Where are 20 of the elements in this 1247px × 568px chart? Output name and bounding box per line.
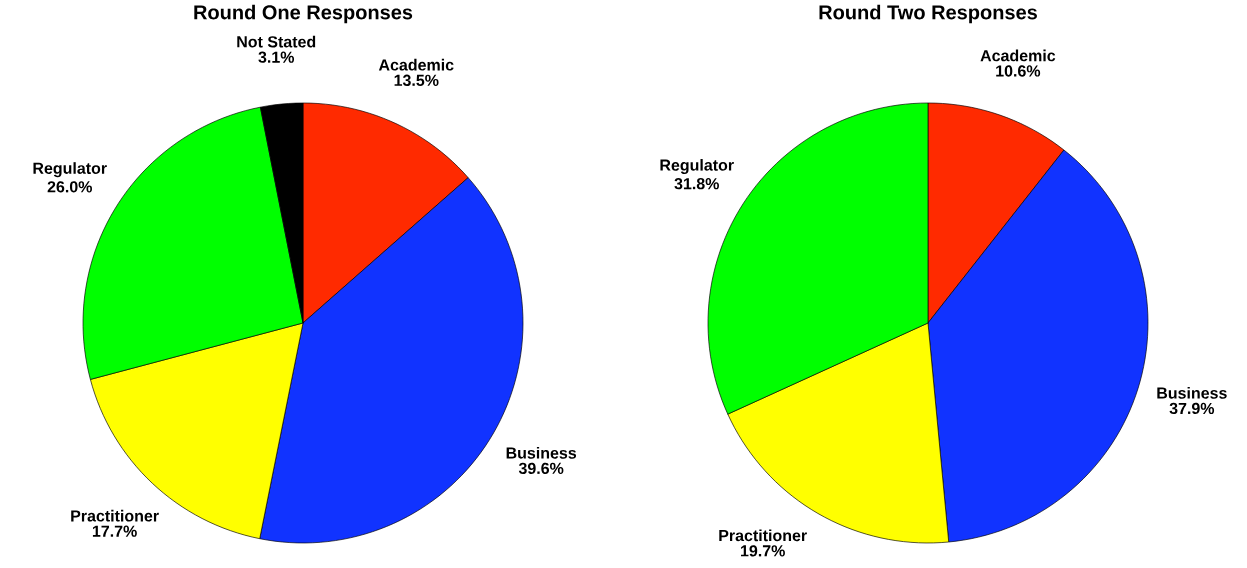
chart-title: Round One Responses	[194, 4, 413, 24]
data-label: 39.6%	[518, 462, 564, 475]
slice-label: Regulator	[660, 159, 734, 174]
data-label: 31.8%	[674, 178, 719, 190]
slice-label: Practitioner	[719, 529, 807, 542]
data-label: 13.5%	[394, 74, 439, 86]
data-label: 10.6%	[996, 65, 1041, 77]
slice-label: Practitioner	[71, 509, 159, 522]
slice-label: Not Stated	[237, 35, 316, 48]
data-label: 17.7%	[92, 525, 137, 537]
chart-title: Round Two Responses	[819, 4, 1037, 24]
slice-label: Business	[1157, 387, 1227, 399]
data-label: 19.7%	[741, 545, 785, 557]
slice-label: Business	[506, 446, 577, 459]
slice-label: Regulator	[33, 162, 107, 178]
data-label: 3.1%	[258, 51, 295, 63]
slice-label: Academic	[378, 58, 454, 71]
data-label: 26.0%	[47, 181, 92, 193]
data-label: 37.9%	[1169, 402, 1215, 415]
slice-label: Academic	[980, 49, 1056, 62]
